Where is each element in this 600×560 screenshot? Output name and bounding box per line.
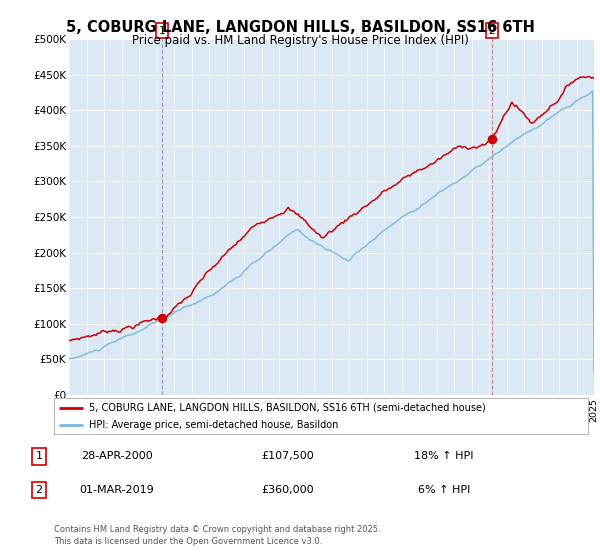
Text: 1: 1 — [35, 451, 43, 461]
Point — [157, 314, 167, 323]
Text: Price paid vs. HM Land Registry's House Price Index (HPI): Price paid vs. HM Land Registry's House … — [131, 34, 469, 46]
Text: 2: 2 — [35, 485, 43, 495]
Text: £360,000: £360,000 — [262, 485, 314, 495]
Text: 28-APR-2000: 28-APR-2000 — [81, 451, 153, 461]
Text: £107,500: £107,500 — [262, 451, 314, 461]
Text: 6% ↑ HPI: 6% ↑ HPI — [418, 485, 470, 495]
Text: 5, COBURG LANE, LANGDON HILLS, BASILDON, SS16 6TH (semi-detached house): 5, COBURG LANE, LANGDON HILLS, BASILDON,… — [89, 403, 485, 413]
Text: Contains HM Land Registry data © Crown copyright and database right 2025.
This d: Contains HM Land Registry data © Crown c… — [54, 525, 380, 546]
Point — [487, 134, 497, 143]
Text: 18% ↑ HPI: 18% ↑ HPI — [414, 451, 474, 461]
Text: 01-MAR-2019: 01-MAR-2019 — [80, 485, 154, 495]
Text: 1: 1 — [159, 26, 166, 36]
Text: 2: 2 — [488, 26, 495, 36]
Text: HPI: Average price, semi-detached house, Basildon: HPI: Average price, semi-detached house,… — [89, 420, 338, 430]
Text: 5, COBURG LANE, LANGDON HILLS, BASILDON, SS16 6TH: 5, COBURG LANE, LANGDON HILLS, BASILDON,… — [65, 20, 535, 35]
